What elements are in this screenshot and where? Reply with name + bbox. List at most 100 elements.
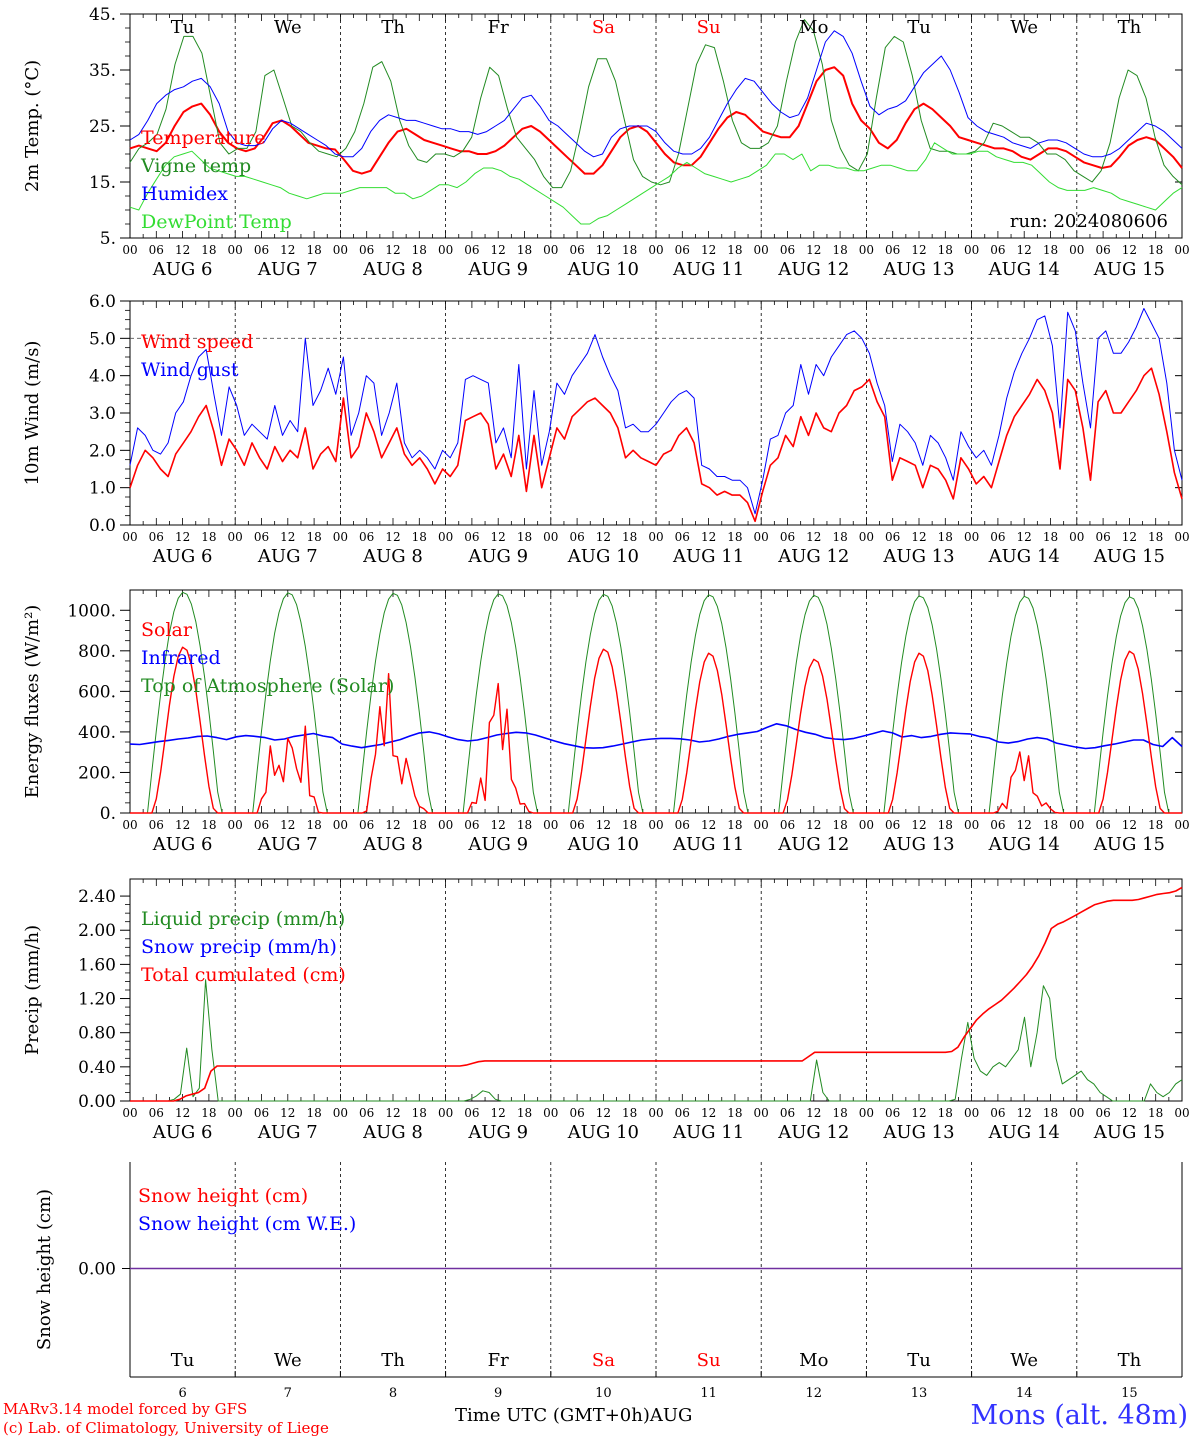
- hour-tick-label: 18: [832, 1106, 847, 1120]
- date-label: AUG 11: [672, 834, 744, 855]
- hour-tick-label: 18: [727, 243, 742, 257]
- date-label: AUG 11: [672, 1122, 744, 1143]
- date-label: AUG 9: [467, 1122, 528, 1143]
- day-number-label: 13: [911, 1386, 928, 1400]
- legend-entry: Snow height (cm W.E.): [138, 1213, 356, 1235]
- hour-tick-label: 18: [306, 1106, 321, 1120]
- hour-tick-label: 18: [306, 818, 321, 832]
- hour-tick-label: 06: [359, 818, 374, 832]
- hour-tick-label: 06: [990, 530, 1005, 544]
- hour-tick-label: 06: [885, 243, 900, 257]
- model-credit: MARv3.14 model forced by GFS: [3, 1400, 248, 1418]
- hour-tick-label: 18: [1043, 1106, 1058, 1120]
- legend-entry: Solar: [141, 619, 193, 641]
- station-label: Mons (alt. 48m): [970, 1400, 1188, 1431]
- hour-tick-label: 18: [938, 818, 953, 832]
- date-label: AUG 7: [257, 259, 318, 280]
- hour-tick-label: 06: [149, 243, 164, 257]
- hour-tick-label: 00: [754, 1106, 769, 1120]
- hour-tick-label: 06: [885, 1106, 900, 1120]
- hour-tick-label: 12: [280, 818, 295, 832]
- legend-entry: Snow height (cm): [138, 1185, 308, 1207]
- hour-tick-label: 12: [385, 1106, 400, 1120]
- series-line: [129, 142, 1183, 225]
- hour-tick-label: 12: [280, 1106, 295, 1120]
- day-name-label: Tu: [907, 17, 931, 38]
- hour-tick-label: 00: [1069, 243, 1084, 257]
- date-label: AUG 9: [467, 259, 528, 280]
- day-number-label: 9: [494, 1386, 502, 1400]
- date-label: AUG 10: [567, 1122, 639, 1143]
- y-tick-label: 0.: [100, 804, 116, 824]
- day-name-label: Tu: [171, 17, 195, 38]
- x-axis-title: Time UTC (GMT+0h)AUG: [455, 1405, 693, 1426]
- hour-tick-label: 12: [385, 530, 400, 544]
- date-label: AUG 14: [988, 546, 1060, 567]
- legend-entry: Infrared: [141, 647, 221, 669]
- day-name-label: Mo: [799, 17, 828, 38]
- hour-tick-label: 12: [280, 243, 295, 257]
- hour-tick-label: 18: [832, 243, 847, 257]
- hour-tick-label: 00: [964, 530, 979, 544]
- hour-tick-label: 12: [806, 818, 821, 832]
- hour-tick-label: 06: [569, 243, 584, 257]
- hour-tick-label: 00: [754, 243, 769, 257]
- hour-tick-label: 18: [412, 1106, 427, 1120]
- hour-tick-label: 00: [228, 1106, 243, 1120]
- y-tick-label: 0.0: [89, 516, 116, 536]
- legend-entry: Total cumulated (cm): [141, 964, 346, 986]
- hour-tick-label: 06: [254, 1106, 269, 1120]
- date-label: AUG 10: [567, 546, 639, 567]
- hour-tick-label: 06: [149, 1106, 164, 1120]
- hour-tick-label: 00: [438, 530, 453, 544]
- hour-tick-label: 18: [517, 243, 532, 257]
- date-label: AUG 8: [362, 259, 423, 280]
- date-label: AUG 6: [152, 259, 213, 280]
- hour-tick-label: 18: [622, 818, 637, 832]
- hour-tick-label: 00: [228, 243, 243, 257]
- hour-tick-label: 06: [1095, 243, 1110, 257]
- y-tick-label: 2.00: [78, 921, 116, 941]
- day-name-label: Fr: [488, 1350, 509, 1371]
- date-label: AUG 6: [152, 1122, 213, 1143]
- series-line: [130, 646, 1182, 814]
- hour-tick-label: 18: [1043, 530, 1058, 544]
- hour-tick-label: 00: [859, 818, 874, 832]
- hour-tick-label: 00: [859, 1106, 874, 1120]
- hour-tick-label: 18: [201, 1106, 216, 1120]
- date-label: AUG 7: [257, 834, 318, 855]
- hour-tick-label: 12: [701, 818, 716, 832]
- legend-entry: Snow precip (mm/h): [141, 936, 337, 958]
- hour-tick-label: 06: [885, 530, 900, 544]
- hour-tick-label: 06: [254, 818, 269, 832]
- hour-tick-label: 00: [1069, 1106, 1084, 1120]
- hour-tick-label: 00: [122, 243, 137, 257]
- hour-tick-label: 12: [806, 243, 821, 257]
- hour-tick-label: 12: [385, 243, 400, 257]
- day-number-label: 8: [389, 1386, 397, 1400]
- day-name-label: We: [274, 1350, 302, 1371]
- hour-tick-label: 18: [201, 243, 216, 257]
- hour-tick-label: 06: [464, 530, 479, 544]
- series-line: [129, 367, 1183, 523]
- hour-tick-label: 00: [543, 1106, 558, 1120]
- hour-tick-label: 00: [333, 1106, 348, 1120]
- y-tick-label: 4.0: [89, 367, 116, 387]
- y-tick-label: 1.0: [89, 479, 116, 499]
- day-name-label: Fr: [488, 17, 509, 38]
- hour-tick-label: 12: [596, 818, 611, 832]
- hour-tick-label: 06: [675, 243, 690, 257]
- day-name-label: Th: [1118, 17, 1142, 38]
- hour-tick-label: 06: [359, 243, 374, 257]
- hour-tick-label: 00: [228, 530, 243, 544]
- day-name-label: We: [1010, 1350, 1038, 1371]
- hour-tick-label: 18: [517, 1106, 532, 1120]
- hour-tick-label: 00: [754, 530, 769, 544]
- y-tick-label: 2.0: [89, 441, 116, 461]
- hour-tick-label: 00: [648, 1106, 663, 1120]
- day-name-label: Mo: [799, 1350, 828, 1371]
- date-label: AUG 12: [777, 259, 849, 280]
- day-name-label: Sa: [592, 17, 615, 38]
- hour-tick-label: 18: [622, 530, 637, 544]
